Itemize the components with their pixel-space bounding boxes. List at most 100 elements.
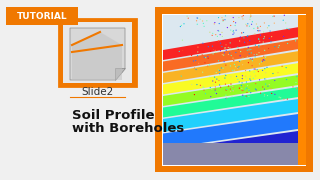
Point [301, 68, 307, 71]
Point [281, 35, 286, 38]
Point [230, 33, 236, 36]
Point [250, 20, 255, 23]
Point [293, 39, 298, 42]
FancyBboxPatch shape [162, 14, 306, 166]
Point [216, 16, 221, 19]
Point [286, 28, 292, 31]
Point [250, 64, 255, 67]
Point [200, 54, 205, 57]
Point [212, 76, 217, 78]
Point [218, 49, 223, 52]
Point [245, 56, 250, 58]
Point [231, 89, 236, 92]
Point [207, 64, 212, 66]
Point [225, 26, 230, 29]
Point [228, 83, 234, 86]
Point [224, 49, 229, 52]
Point [302, 20, 307, 22]
Point [200, 71, 205, 74]
Point [201, 22, 206, 25]
Point [241, 85, 246, 87]
Point [214, 78, 220, 80]
Polygon shape [115, 68, 125, 80]
Point [195, 17, 200, 19]
Point [192, 93, 197, 96]
Point [276, 96, 282, 99]
Point [255, 29, 260, 32]
Point [253, 44, 258, 47]
Point [208, 95, 213, 98]
Point [220, 20, 226, 23]
Point [202, 56, 207, 59]
Point [252, 71, 257, 73]
Point [230, 57, 236, 60]
FancyBboxPatch shape [298, 15, 306, 165]
Point [195, 23, 200, 26]
Point [189, 83, 194, 86]
FancyBboxPatch shape [155, 7, 313, 172]
Point [200, 20, 205, 22]
Point [267, 37, 272, 40]
Point [260, 60, 265, 63]
Point [262, 77, 267, 80]
Point [251, 27, 256, 30]
Point [262, 67, 268, 70]
Point [256, 70, 261, 73]
Point [263, 71, 268, 74]
Point [235, 46, 240, 49]
Point [215, 35, 220, 38]
FancyBboxPatch shape [163, 15, 305, 165]
Point [239, 15, 244, 18]
Point [264, 66, 269, 69]
Point [201, 86, 206, 89]
Point [222, 47, 227, 50]
Point [265, 85, 270, 88]
Point [207, 31, 212, 34]
Point [237, 60, 242, 63]
Point [193, 59, 198, 62]
Point [224, 97, 229, 100]
Point [240, 57, 245, 60]
Point [180, 39, 185, 42]
Point [248, 48, 253, 51]
Point [246, 89, 252, 92]
Point [195, 54, 200, 57]
Point [217, 69, 222, 72]
Point [256, 29, 261, 32]
Point [261, 58, 266, 61]
Point [262, 21, 267, 24]
Point [214, 71, 219, 74]
Point [234, 62, 239, 65]
Point [258, 34, 263, 37]
Point [208, 50, 213, 53]
Point [226, 46, 231, 49]
Point [205, 55, 211, 58]
Point [222, 51, 227, 54]
Point [246, 46, 251, 49]
Point [244, 95, 249, 98]
Point [216, 29, 221, 32]
Point [276, 71, 281, 74]
Point [218, 42, 223, 45]
Point [248, 79, 253, 82]
Point [263, 83, 268, 86]
Point [257, 78, 262, 81]
Point [268, 40, 274, 43]
Point [228, 29, 233, 32]
Point [243, 88, 248, 91]
Point [231, 86, 236, 89]
Point [258, 25, 263, 28]
Point [204, 19, 209, 22]
Point [238, 36, 243, 39]
Point [220, 16, 225, 19]
Point [269, 92, 274, 95]
Point [284, 66, 289, 69]
Point [262, 88, 267, 91]
Point [222, 18, 228, 21]
Point [223, 73, 228, 76]
Point [254, 53, 260, 56]
Point [210, 45, 215, 48]
Point [285, 42, 290, 45]
Point [249, 51, 254, 54]
Point [227, 52, 232, 55]
